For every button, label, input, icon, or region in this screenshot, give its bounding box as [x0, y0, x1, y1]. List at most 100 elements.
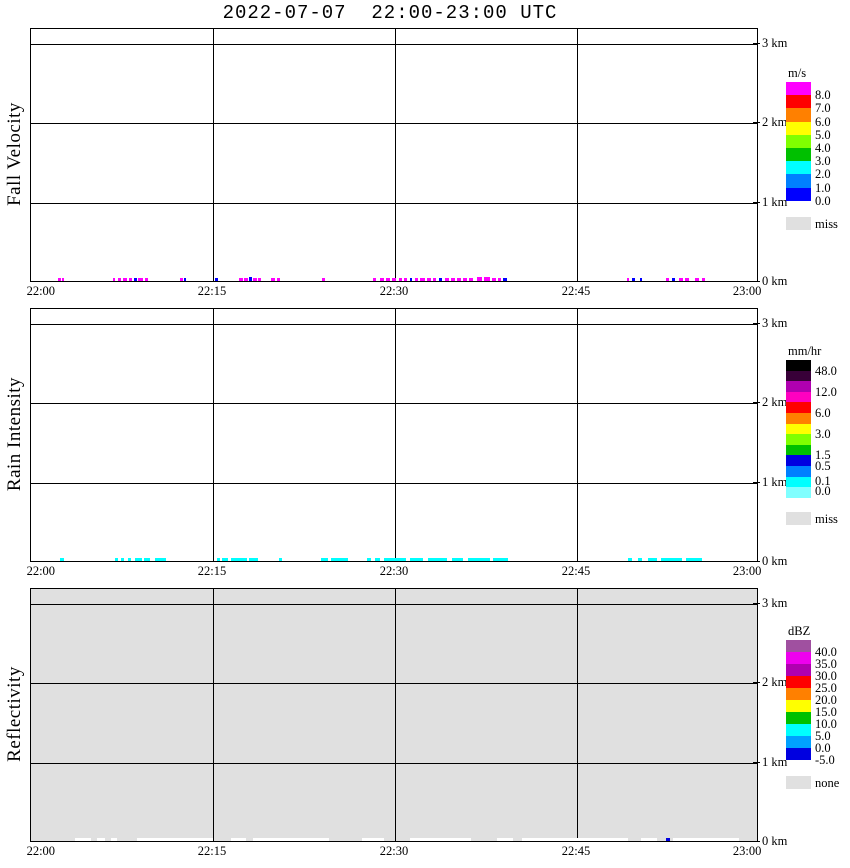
colorbar-band: [786, 640, 811, 652]
colorbar-tick-label: 3.0: [815, 426, 831, 441]
x-tick-label-22-00: 22:00: [26, 284, 56, 298]
plot-area-fall-velocity[interactable]: [30, 28, 758, 282]
data-cell: [373, 278, 377, 281]
data-cell: [74, 838, 91, 841]
colorbar-fall-velocity: [786, 82, 811, 201]
colorbar-tick-label: 10.0: [815, 716, 837, 731]
y-tick-mark-0km: [753, 561, 760, 562]
x-tick-label-22-30: 22:30: [379, 284, 409, 298]
y-tick-label-0km: 0 km: [762, 834, 788, 848]
colorbar-band: [786, 423, 811, 435]
x-tick-label-22-00: 22:00: [26, 844, 56, 858]
data-cell: [114, 558, 119, 561]
y-tick-label-1km: 1 km: [762, 194, 788, 209]
y-tick-label-3km: 3 km: [762, 315, 788, 330]
colorbar-tick-label: 25.0: [815, 680, 837, 695]
colorbar-tick-label: 48.0: [815, 363, 837, 378]
data-cell: [665, 838, 671, 841]
gridline-horizontal-2km: [31, 123, 757, 125]
data-cell: [61, 278, 64, 281]
colorbar-band: [786, 444, 811, 456]
plot-area-rain-intensity[interactable]: [30, 308, 758, 562]
gridline-horizontal-3km: [31, 43, 757, 45]
colorbar-band: [786, 652, 811, 664]
data-cell: [638, 558, 642, 561]
data-cell: [420, 277, 425, 281]
colorbar-band: [786, 187, 811, 201]
colorbar-band: [786, 370, 811, 382]
colorbar-band: [786, 700, 811, 712]
panel-reflectivity: [30, 588, 758, 842]
colorbar-missing-swatch: [786, 511, 811, 525]
colorbar-tick-label: 6.0: [815, 405, 831, 420]
gridline-horizontal-1km: [31, 762, 757, 764]
colorbar-units-fall-velocity: m/s: [788, 66, 807, 80]
gridline-vertical-22:15: [213, 589, 214, 841]
data-cell: [320, 558, 328, 561]
colorbar-tick-label: 20.0: [815, 692, 837, 707]
colorbar-tick-label: 3.0: [815, 153, 831, 168]
data-cell: [671, 278, 675, 281]
data-cell: [123, 278, 128, 281]
data-cell: [154, 558, 167, 561]
colorbar-tick-label: 35.0: [815, 656, 837, 671]
colorbar-band: [786, 487, 811, 498]
colorbar-reflectivity: [786, 640, 811, 760]
colorbar-band: [786, 688, 811, 700]
colorbar-band: [786, 465, 811, 477]
colorbar-tick-label: 8.0: [815, 87, 831, 102]
colorbar-band: [786, 95, 811, 109]
colorbar-tick-label: 7.0: [815, 101, 831, 116]
data-cell: [271, 278, 275, 281]
panel-rain-intensity: [30, 308, 758, 562]
data-cell: [384, 558, 406, 561]
colorbar-band: [786, 174, 811, 188]
gridline-horizontal-2km: [31, 683, 757, 685]
colorbar-tick-label: 5.0: [815, 728, 831, 743]
data-cell: [248, 276, 253, 281]
colorbar-tick-label: 0.0: [815, 740, 831, 755]
x-tick-label-23-00: 23:00: [732, 844, 762, 858]
colorbar-band: [786, 402, 811, 413]
data-cell: [398, 278, 402, 281]
data-cell: [673, 838, 739, 841]
y-tick-mark-1km: [753, 201, 760, 203]
data-cell: [216, 558, 221, 561]
data-cell: [222, 558, 228, 561]
data-cell: [277, 278, 280, 281]
data-cell: [128, 277, 133, 281]
data-cell: [136, 838, 213, 841]
data-cell: [183, 278, 187, 281]
colorbar-tick-label: 1.0: [815, 180, 831, 195]
data-cell: [467, 558, 490, 561]
y-tick-label-0km: 0 km: [762, 274, 788, 288]
gridline-vertical-22:45: [577, 29, 578, 281]
y-tick-label-3km: 3 km: [762, 595, 788, 610]
y-tick-label-0km: 0 km: [762, 554, 788, 568]
x-tick-label-22-00: 22:00: [26, 564, 56, 578]
colorbar-tick-label: 2.0: [815, 167, 831, 182]
data-cell: [111, 837, 117, 841]
data-cell: [684, 278, 690, 281]
colorbar-tick-label: 6.0: [815, 114, 831, 129]
data-cell: [239, 278, 243, 281]
y-tick-mark-3km: [753, 322, 760, 324]
colorbar-missing-label: none: [815, 776, 840, 790]
x-tick-label-22-15: 22:15: [197, 844, 227, 858]
data-cell: [403, 277, 408, 281]
colorbar-band: [786, 736, 811, 748]
x-tick-label-22-30: 22:30: [379, 564, 409, 578]
y-tick-label-2km: 2 km: [762, 675, 788, 690]
plot-area-reflectivity[interactable]: [30, 588, 758, 842]
data-cell: [96, 838, 106, 841]
data-cell: [392, 278, 396, 281]
data-cell: [522, 838, 628, 841]
data-cell: [133, 278, 137, 281]
data-cell: [414, 278, 419, 281]
data-cell: [258, 278, 262, 281]
x-tick-label-22-15: 22:15: [197, 284, 227, 298]
colorbar-band: [786, 108, 811, 122]
colorbar-band: [786, 676, 811, 688]
colorbar-band: [786, 724, 811, 736]
data-cell: [469, 278, 473, 281]
